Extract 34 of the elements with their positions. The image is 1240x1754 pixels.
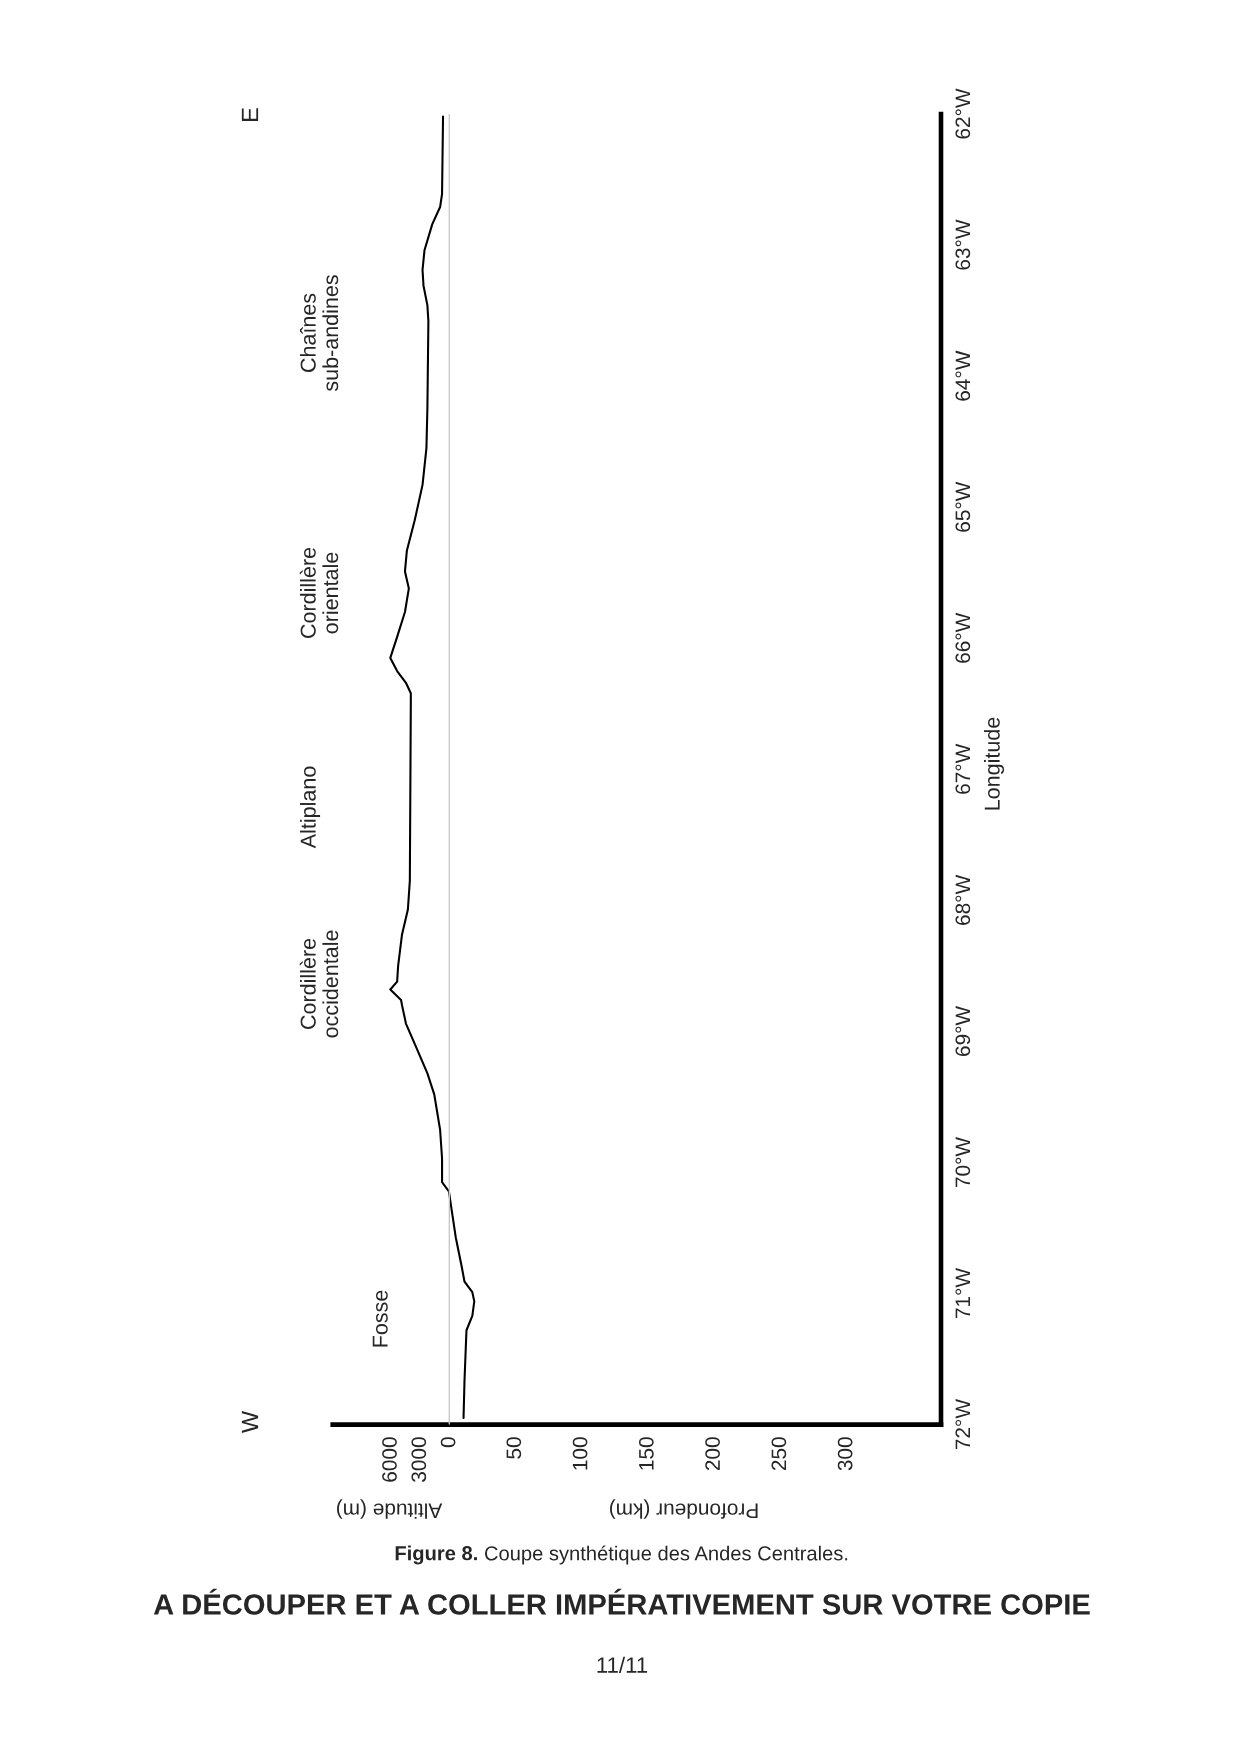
text: Figure 8. Coupe synthétique des Andes Centrales. (395, 1545, 848, 1565)
annotation: Cordillère orientale (299, 547, 339, 638)
y-tick-label: 70°W (955, 1136, 971, 1187)
text: Altiplano (300, 766, 321, 849)
x2-axis-title: Profondeur (km) (610, 1499, 758, 1519)
x2-tick-label: 300 (837, 1437, 853, 1471)
x-tick-label: 0 (440, 1437, 456, 1448)
text: 11/11 (597, 1656, 648, 1673)
x-axis-title: Altitude (m) (337, 1499, 443, 1519)
y-tick-label: 71°W (955, 1268, 970, 1319)
x2-tick-label: 200 (705, 1437, 720, 1471)
y-tick-label: 66°W (955, 612, 971, 663)
x2-tick-label: 250 (771, 1437, 787, 1471)
x-tick-label: 3000 (411, 1437, 427, 1482)
y-tick-label: 62°W (955, 88, 971, 139)
y-tick-label: 72°W (955, 1399, 970, 1450)
x2-tick-label: 150 (638, 1437, 654, 1470)
y-axis-title: Longitude (984, 717, 1005, 810)
text: W (241, 1410, 259, 1434)
x2-tick-label: 100 (572, 1437, 588, 1470)
y-tick-label: 64°W (955, 350, 971, 401)
y-tick-label: 65°W (955, 481, 971, 532)
y-tick-label: 69°W (955, 1005, 971, 1056)
text: E (241, 108, 259, 121)
x2-tick-label: 50 (506, 1437, 522, 1459)
x-tick-label: 6000 (382, 1437, 397, 1482)
y-tick-label: 63°W (955, 219, 971, 270)
y-tick-label: 67°W (955, 743, 971, 794)
annotation: Fosse (372, 1290, 388, 1347)
annotation: Cordillère occidentale (299, 930, 339, 1038)
y-tick-label: 68°W (955, 874, 971, 925)
text: A DÉCOUPER ET A COLLER IMPÉRATIVEMENT SUR VOTRE COPIE (153, 1588, 1090, 1615)
line-series (389, 115, 476, 1420)
annotation: Chaînes sub-andines (299, 275, 339, 392)
